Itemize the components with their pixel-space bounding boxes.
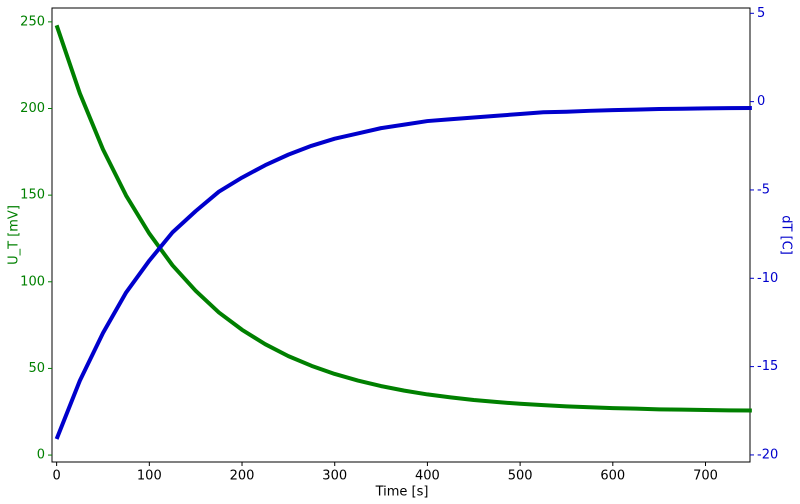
x-tick-label: 700 [693,469,718,484]
x-tick-label: 400 [415,469,440,484]
y2-tick-label: 5 [757,6,765,21]
x-tick-label: 200 [230,469,255,484]
x-axis-label: Time [s] [375,485,429,500]
y2-tick-label: -5 [757,182,770,197]
y2-tick-label: 0 [757,94,765,109]
y-tick-label: 250 [20,14,45,29]
y-tick-label: 150 [20,188,45,203]
y-axis-label: U_T [mV] [7,205,22,265]
x-tick-label: 300 [322,469,347,484]
y2-tick-label: -20 [757,447,778,462]
series-line [54,24,752,413]
y2-tick-label: -10 [757,271,778,286]
x-tick-label: 500 [508,469,533,484]
series-line [54,105,752,440]
y-tick-label: 100 [20,274,45,289]
y2-tick-label: -15 [757,359,778,374]
y-tick-label: 0 [37,448,45,463]
y-tick-label: 50 [28,361,45,376]
x-tick-label: 100 [137,469,162,484]
y-tick-label: 200 [20,101,45,116]
plot-frame [51,7,751,463]
x-tick-label: 600 [600,469,625,484]
x-tick-label: 0 [52,469,60,484]
y2-axis-label: dT [C] [779,215,794,255]
